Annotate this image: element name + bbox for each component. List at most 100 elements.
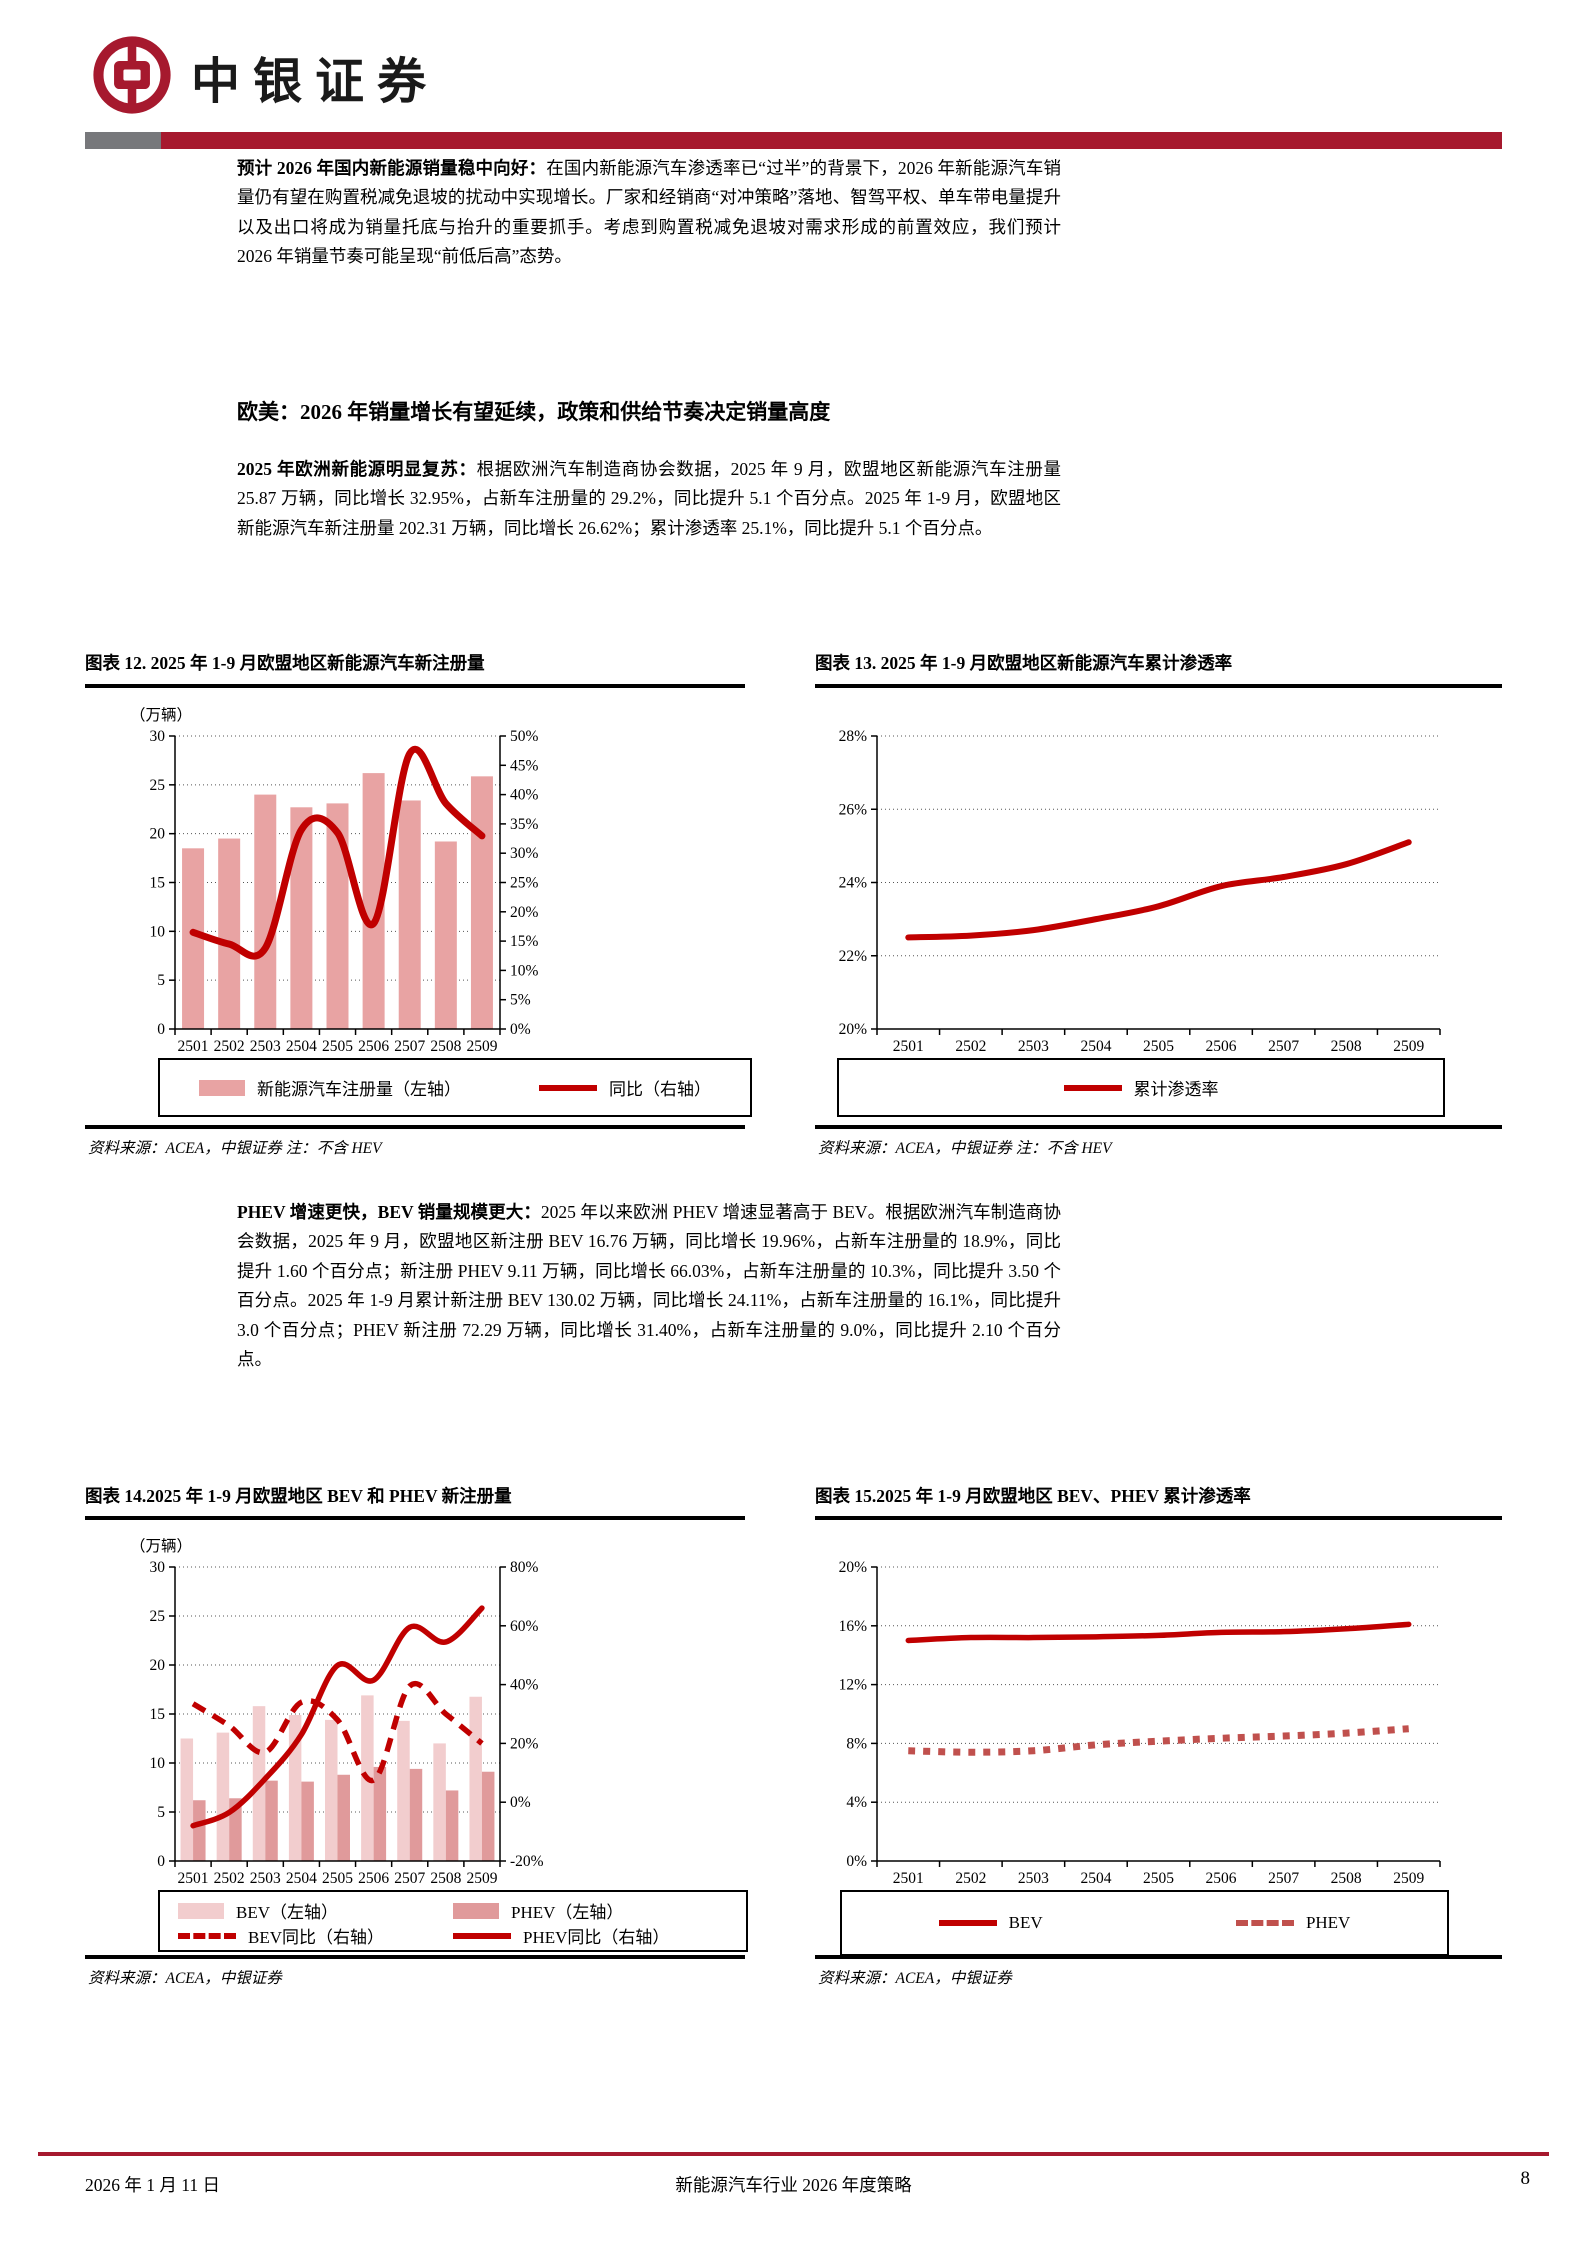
legend-bar-swatch-icon xyxy=(178,1902,224,1919)
svg-text:2509: 2509 xyxy=(466,1038,497,1055)
legend-item: PHEV（左轴） xyxy=(453,1898,728,1923)
legend-item: 累计渗透率 xyxy=(1063,1075,1219,1100)
fig15-bottom-rule xyxy=(815,1955,1502,1959)
legend-label: BEV同比（右轴） xyxy=(248,1928,384,1947)
legend-line-swatch-icon xyxy=(1063,1084,1122,1091)
svg-text:2507: 2507 xyxy=(1268,1870,1299,1887)
svg-text:2502: 2502 xyxy=(955,1870,986,1887)
svg-text:30: 30 xyxy=(150,728,166,745)
fig15-chart: 0% 4% 8% 12% 16% 20% 2501 2502 2503 2504 2505 2506 2… xyxy=(815,1522,1502,1890)
legend-item: BEV（左轴） xyxy=(178,1898,453,1923)
legend-item: BEV xyxy=(938,1913,1043,1933)
fig13-top-rule xyxy=(815,684,1502,688)
svg-text:2507: 2507 xyxy=(1268,1038,1299,1055)
svg-text:2501: 2501 xyxy=(178,1038,209,1055)
svg-text:2508: 2508 xyxy=(430,1870,461,1887)
fig12-top-rule xyxy=(85,684,745,688)
svg-text:50%: 50% xyxy=(510,728,539,745)
paragraph-lead: 2025 年欧洲新能源明显复苏： xyxy=(237,458,477,479)
legend-line-swatch-icon xyxy=(539,1084,597,1091)
fig14-chart: 0 5 10 15 20 25 30 -20% 0% 20% 40% 60% 80% 2501 2502 25… xyxy=(85,1522,745,1890)
svg-text:2508: 2508 xyxy=(1331,1870,1362,1887)
svg-text:30: 30 xyxy=(150,1559,166,1576)
svg-text:（万辆）: （万辆） xyxy=(130,1537,192,1555)
svg-text:8%: 8% xyxy=(846,1735,867,1752)
legend-item: PHEV xyxy=(1235,1913,1350,1933)
legend-bar-swatch-icon xyxy=(199,1079,245,1096)
svg-text:60%: 60% xyxy=(510,1618,539,1635)
svg-text:2505: 2505 xyxy=(1143,1038,1174,1055)
fig13-legend: 累计渗透率 xyxy=(837,1058,1445,1117)
fig13-title: 图表 13. 2025 年 1-9 月欧盟地区新能源汽车累计渗透率 xyxy=(815,653,1233,673)
svg-text:0%: 0% xyxy=(846,1853,867,1870)
legend-line-swatch-icon xyxy=(453,1932,511,1939)
svg-text:20%: 20% xyxy=(839,1021,868,1038)
svg-text:16%: 16% xyxy=(839,1618,868,1635)
brand-name: 中银证券 xyxy=(191,54,440,109)
paragraph-lead: PHEV 增速更快，BEV 销量规模更大： xyxy=(237,1201,541,1222)
svg-text:2509: 2509 xyxy=(466,1870,497,1887)
svg-text:2507: 2507 xyxy=(394,1038,425,1055)
svg-text:24%: 24% xyxy=(839,875,868,892)
fig15-top-rule xyxy=(815,1516,1502,1520)
svg-text:2507: 2507 xyxy=(394,1870,425,1887)
svg-text:30%: 30% xyxy=(510,845,539,862)
header-divider xyxy=(85,132,1502,149)
legend-label: 同比（右轴） xyxy=(609,1080,711,1099)
footer-report-title: 新能源汽车行业 2026 年度策略 xyxy=(675,2175,912,2195)
footer-page-number: 8 xyxy=(1520,2168,1531,2189)
svg-text:2503: 2503 xyxy=(1018,1038,1049,1055)
svg-text:15: 15 xyxy=(150,1706,166,1723)
legend-line-swatch-icon xyxy=(178,1932,236,1939)
legend-item: 新能源汽车注册量（左轴） xyxy=(199,1075,461,1100)
fig12-chart: 0 5 10 15 20 25 30 0% 5% 10% 15% 20% 25% 30% 35% 40% 45%… xyxy=(85,690,745,1058)
legend-line-swatch-icon xyxy=(938,1920,997,1926)
section-heading-europe-us: 欧美：2026 年销量增长有望延续，政策和供给节奏决定销量高度 xyxy=(237,400,831,424)
legend-label: PHEV同比（右轴） xyxy=(523,1928,670,1947)
svg-text:2502: 2502 xyxy=(214,1870,245,1887)
legend-item: 同比（右轴） xyxy=(539,1075,711,1100)
svg-text:2502: 2502 xyxy=(955,1038,986,1055)
svg-text:15: 15 xyxy=(150,875,166,892)
svg-text:80%: 80% xyxy=(510,1559,539,1576)
svg-text:0: 0 xyxy=(157,1853,165,1870)
svg-text:10: 10 xyxy=(150,1755,166,1772)
svg-text:2503: 2503 xyxy=(1018,1870,1049,1887)
svg-text:35%: 35% xyxy=(510,816,539,833)
fig13-chart: 20% 22% 24% 26% 28% 2501 2502 2503 2504 2505 2506 2… xyxy=(815,690,1502,1058)
svg-text:2503: 2503 xyxy=(250,1870,281,1887)
fig14-legend: BEV（左轴） PHEV（左轴） BEV同比（右轴） PHEV同比（右轴） xyxy=(158,1890,748,1952)
fig12-source: 资料来源：ACEA，中银证券 注：不含 HEV xyxy=(88,1140,382,1157)
svg-text:28%: 28% xyxy=(839,728,868,745)
svg-text:2501: 2501 xyxy=(893,1038,924,1055)
footer-divider xyxy=(38,2152,1549,2156)
svg-text:2505: 2505 xyxy=(322,1870,353,1887)
svg-text:2509: 2509 xyxy=(1393,1038,1424,1055)
fig14-bottom-rule xyxy=(85,1955,745,1959)
svg-text:20%: 20% xyxy=(839,1559,868,1576)
fig14-title: 图表 14.2025 年 1-9 月欧盟地区 BEV 和 PHEV 新注册量 xyxy=(85,1486,512,1506)
fig15-source: 资料来源：ACEA，中银证券 xyxy=(818,1970,1012,1987)
svg-text:22%: 22% xyxy=(839,948,868,965)
paragraph-lead: 预计 2026 年国内新能源销量稳中向好： xyxy=(237,157,547,178)
legend-label: PHEV（左轴） xyxy=(511,1903,624,1922)
fig12-title: 图表 12. 2025 年 1-9 月欧盟地区新能源汽车新注册量 xyxy=(85,653,485,673)
svg-text:10: 10 xyxy=(150,923,166,940)
svg-text:2503: 2503 xyxy=(250,1038,281,1055)
svg-text:25: 25 xyxy=(150,1608,166,1625)
fig12-bottom-rule xyxy=(85,1125,745,1129)
fig14-top-rule xyxy=(85,1516,745,1520)
legend-label: BEV（左轴） xyxy=(236,1903,338,1922)
svg-text:5%: 5% xyxy=(510,992,531,1009)
legend-item: BEV同比（右轴） xyxy=(178,1923,453,1948)
legend-line-swatch-icon xyxy=(1235,1920,1294,1926)
fig14-source: 资料来源：ACEA，中银证券 xyxy=(88,1970,282,1987)
header-divider-gray xyxy=(85,132,161,149)
fig15-title: 图表 15.2025 年 1-9 月欧盟地区 BEV、PHEV 累计渗透率 xyxy=(815,1486,1251,1506)
svg-text:20%: 20% xyxy=(510,1735,539,1752)
svg-text:12%: 12% xyxy=(839,1677,868,1694)
svg-text:10%: 10% xyxy=(510,962,539,979)
svg-text:0: 0 xyxy=(157,1021,165,1038)
boc-logo-icon xyxy=(93,36,171,119)
svg-text:2501: 2501 xyxy=(893,1870,924,1887)
